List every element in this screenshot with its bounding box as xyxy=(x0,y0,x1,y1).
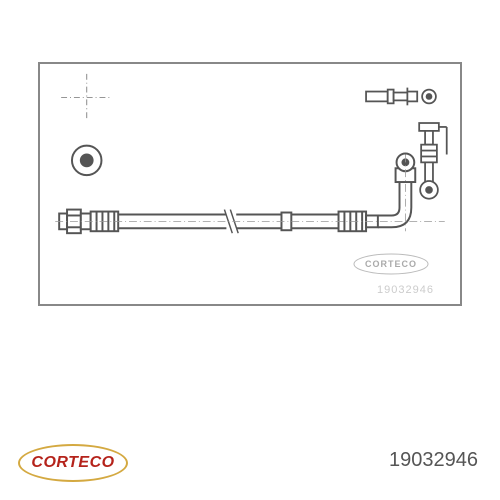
technical-diagram-frame: CORTECO 19032946 xyxy=(38,62,462,306)
brand-logo: CORTECO xyxy=(18,444,128,482)
diagram-partnum-watermark: 19032946 xyxy=(377,284,434,296)
part-number-label: 19032946 xyxy=(389,449,478,472)
brand-logo-text: CORTECO xyxy=(31,454,114,472)
diagram-brand-watermark: CORTECO xyxy=(352,253,430,278)
brand-logo-oval: CORTECO xyxy=(18,444,128,482)
svg-text:CORTECO: CORTECO xyxy=(365,259,417,269)
